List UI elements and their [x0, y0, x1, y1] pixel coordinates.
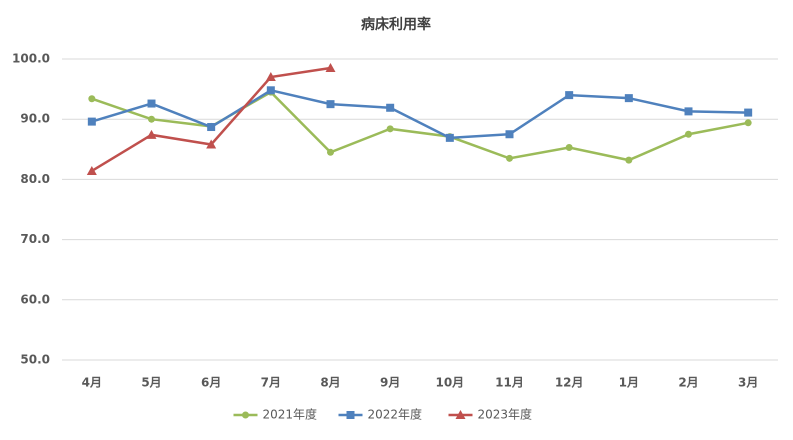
data-point — [86, 165, 97, 175]
y-tick-label: 100.0 — [12, 52, 50, 66]
data-point — [386, 103, 395, 112]
data-point — [87, 117, 96, 126]
x-tick-label: 6月 — [201, 376, 221, 390]
series-line — [91, 90, 749, 162]
legend-label: 2022年度 — [368, 407, 423, 422]
y-tick-label: 60.0 — [20, 292, 50, 306]
y-tick-label: 50.0 — [20, 353, 50, 367]
chart-title: 病床利用率 — [361, 16, 431, 33]
data-point — [445, 133, 454, 142]
data-point — [624, 94, 633, 103]
data-point — [506, 154, 513, 162]
x-tick-label: 11月 — [495, 376, 524, 390]
data-point — [146, 129, 157, 139]
data-point — [147, 99, 156, 108]
data-point — [326, 100, 335, 109]
data-point — [207, 123, 216, 132]
data-point — [685, 130, 692, 138]
data-point — [744, 108, 753, 117]
x-tick-label: 3月 — [738, 376, 758, 390]
series-line — [91, 88, 749, 140]
y-tick-label: 80.0 — [20, 172, 50, 186]
x-tick-label: 9月 — [380, 376, 400, 390]
data-point — [265, 72, 276, 82]
data-point — [148, 115, 155, 123]
data-point — [744, 119, 752, 127]
legend-label: 2021年度 — [263, 407, 318, 422]
legend-marker — [346, 411, 355, 419]
x-tick-label: 5月 — [141, 376, 161, 390]
y-tick-label: 90.0 — [20, 112, 50, 126]
x-tick-label: 1月 — [619, 376, 639, 390]
data-point — [266, 86, 275, 95]
data-point — [88, 95, 96, 103]
x-tick-label: 4月 — [82, 376, 102, 390]
data-point — [625, 156, 633, 164]
data-point — [206, 139, 217, 149]
x-tick-label: 10月 — [435, 376, 464, 390]
data-point — [565, 143, 573, 151]
data-point — [684, 107, 693, 116]
x-tick-label: 12月 — [555, 376, 584, 390]
data-point — [505, 130, 514, 139]
data-point — [386, 125, 394, 133]
data-point — [325, 63, 336, 73]
data-point — [565, 91, 574, 100]
y-tick-label: 70.0 — [20, 232, 50, 246]
legend-marker — [455, 410, 466, 419]
x-tick-label: 7月 — [261, 376, 281, 390]
x-tick-label: 8月 — [320, 376, 340, 390]
legend-marker — [242, 411, 249, 419]
legend-label: 2023年度 — [478, 407, 533, 422]
data-point — [327, 148, 334, 156]
x-tick-label: 2月 — [678, 376, 698, 390]
